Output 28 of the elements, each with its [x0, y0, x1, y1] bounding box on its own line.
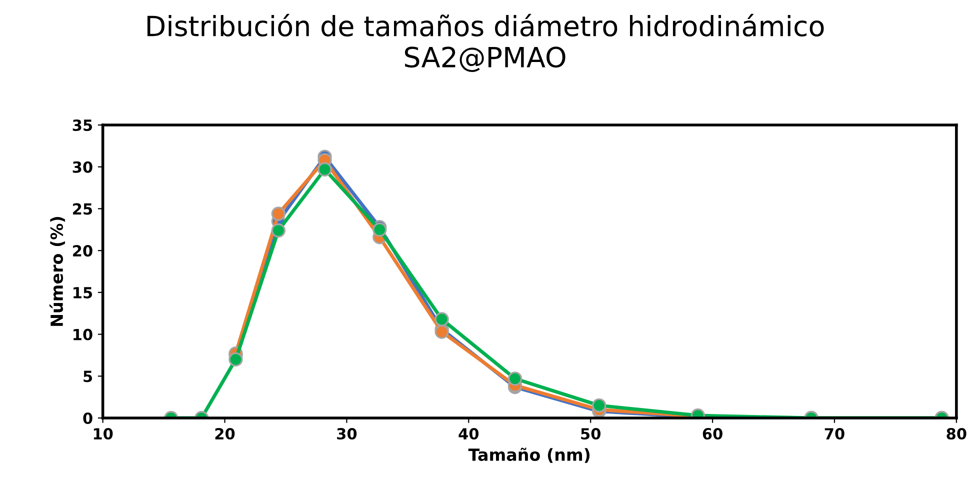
x-tick-label: 80	[946, 428, 966, 440]
y-tick-label: 30	[72, 161, 92, 173]
point	[228, 352, 243, 366]
y-tick-label: 25	[73, 203, 92, 215]
x-tick-label: 70	[824, 428, 844, 440]
x-tick-label: 50	[581, 428, 600, 440]
y-tick-label: 10	[74, 328, 92, 340]
point	[508, 372, 522, 386]
point	[372, 222, 387, 237]
y-tick-label: 35	[72, 119, 92, 132]
x-tick-label: 40	[458, 428, 479, 440]
y-tick-label: 20	[73, 245, 92, 257]
point	[271, 223, 286, 238]
x-tick-label: 10	[94, 428, 113, 440]
x-axis-title: Tamaño (nm)	[468, 448, 590, 463]
point	[318, 162, 332, 176]
y-tick-label: 15	[74, 287, 92, 298]
point	[592, 398, 606, 413]
point	[434, 324, 449, 339]
y-tick-label: 5	[84, 370, 92, 382]
y-axis-title: Número (%)	[49, 216, 66, 326]
point	[434, 312, 449, 326]
x-tick-label: 20	[215, 428, 235, 440]
x-tick-label: 60	[702, 428, 722, 440]
chart-title: Distribución de tamaños diámetro hidrodinámico SA2@PMAO	[147, 14, 824, 72]
x-tick-label: 30	[337, 428, 357, 440]
y-tick-label: 0	[83, 412, 92, 424]
point	[271, 206, 286, 221]
